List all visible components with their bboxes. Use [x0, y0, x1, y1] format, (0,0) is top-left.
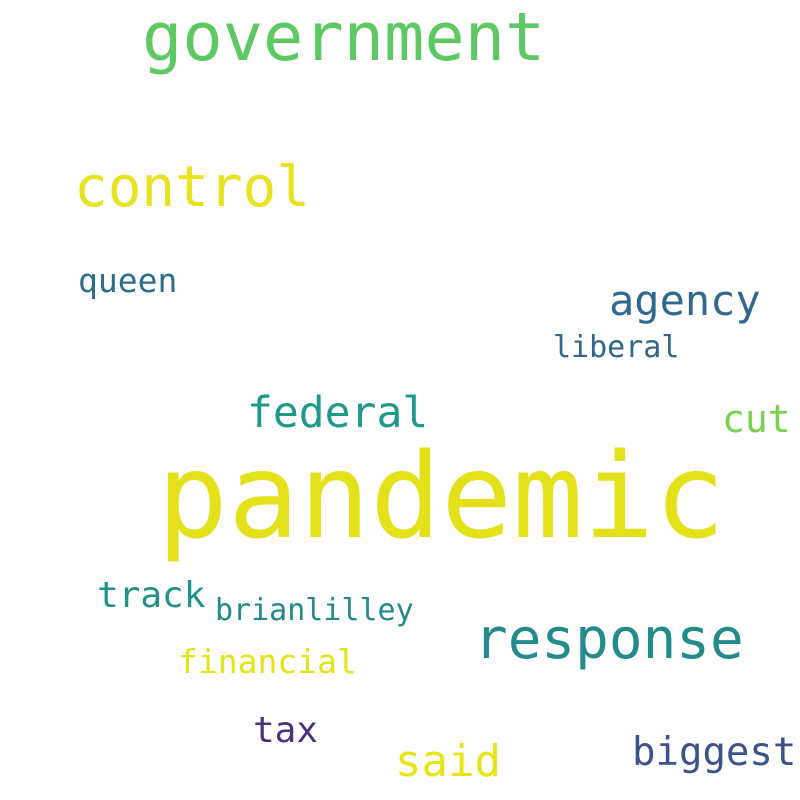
word-government: government	[142, 0, 546, 76]
word-control: control	[74, 155, 311, 220]
word-federal: federal	[247, 388, 429, 438]
word-queen: queen	[78, 261, 178, 300]
word-brianlilley: brianlilley	[215, 593, 414, 628]
word-track: track	[97, 575, 206, 616]
word-liberal: liberal	[553, 330, 680, 365]
word-pandemic: pandemic	[157, 427, 726, 565]
word-response: response	[474, 607, 744, 672]
word-said: said	[395, 736, 501, 787]
word-financial: financial	[178, 642, 357, 681]
word-biggest: biggest	[632, 730, 797, 775]
word-cut: cut	[722, 397, 791, 441]
word-tax: tax	[253, 710, 319, 751]
word-agency: agency	[609, 276, 761, 325]
